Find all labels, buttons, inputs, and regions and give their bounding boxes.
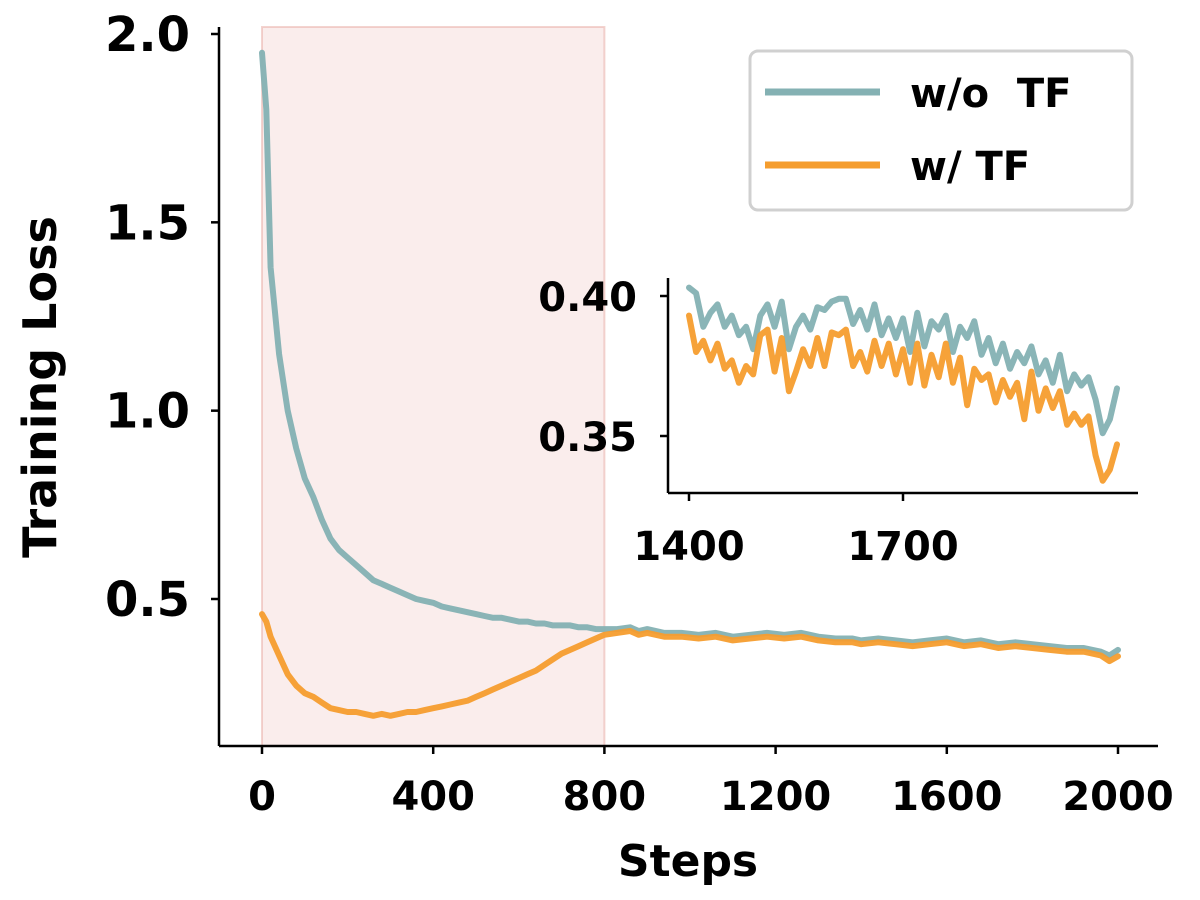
x-tick-label: 0: [248, 774, 276, 820]
inset-series-line-w-tf: [686, 312, 1120, 484]
series-line-w-tf: [259, 611, 1121, 719]
y-tick-label: 1.0: [105, 384, 190, 440]
inset-x-tick-label: 1400: [633, 524, 744, 570]
x-tick-label: 800: [563, 774, 647, 820]
x-tick-label: 1600: [891, 774, 1002, 820]
inset-series-line-wo-tf: [686, 284, 1120, 437]
y-axis-label: Training Loss: [13, 216, 67, 558]
inset-y-tick-label: 0.35: [538, 415, 637, 461]
x-tick-label: 2000: [1062, 774, 1173, 820]
y-tick-label: 1.5: [105, 195, 190, 251]
inset-y-tick-label: 0.40: [538, 275, 637, 321]
x-tick-label: 1200: [720, 774, 831, 820]
series-line-wo-tf: [259, 49, 1121, 659]
legend-label-wo-tf: w/o TF: [910, 71, 1072, 117]
shaded-region: [261, 26, 606, 747]
y-tick-label: 0.5: [105, 572, 190, 628]
inset-plot: 1400 1700 0.35 0.40: [538, 275, 1138, 570]
y-tick-label: 2.0: [105, 7, 190, 63]
x-axis-label: Steps: [618, 836, 758, 887]
legend: w/o TF w/ TF: [748, 49, 1134, 212]
x-tick-label: 400: [391, 774, 475, 820]
inset-x-tick-label: 1700: [847, 524, 958, 570]
legend-label-w-tf: w/ TF: [910, 144, 1030, 190]
